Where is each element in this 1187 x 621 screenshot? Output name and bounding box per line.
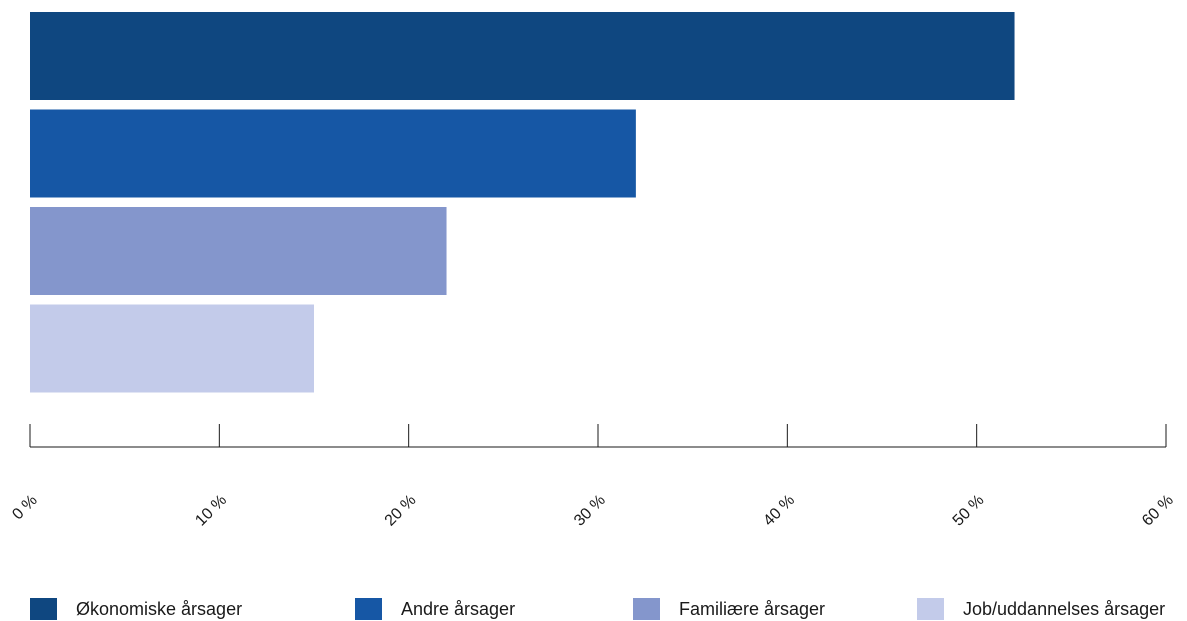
- x-tick-label-6: 60 %: [1139, 492, 1177, 530]
- bar-okonomiske: [30, 12, 1015, 100]
- bar-familiaere: [30, 207, 447, 295]
- legend-label-familiaere: Familiære årsager: [679, 598, 826, 619]
- x-tick-label-1: 10 %: [192, 492, 230, 530]
- bar-job-uddannelse: [30, 304, 314, 393]
- x-tick-label-0: 0 %: [9, 492, 41, 524]
- legend-item-okonomiske: Økonomiske årsager: [30, 597, 242, 621]
- legend-item-andre: Andre årsager: [355, 597, 515, 621]
- legend: Økonomiske årsager Andre årsager Familiæ…: [0, 597, 1187, 621]
- x-tick-label-5: 50 %: [950, 492, 988, 530]
- bar-andre: [30, 109, 636, 198]
- legend-item-job-uddannelse: Job/uddannelses årsager: [917, 597, 1165, 621]
- bars-group: [30, 12, 1015, 393]
- x-axis: [29, 424, 1167, 448]
- legend-label-job-uddannelse: Job/uddannelses årsager: [963, 598, 1166, 619]
- x-tick-labels: 0 % 10 % 20 % 30 % 40 % 50 % 60 %: [9, 492, 1177, 530]
- legend-label-okonomiske: Økonomiske årsager: [76, 598, 243, 619]
- legend-swatch-andre: [355, 598, 382, 620]
- bar-chart: 0 % 10 % 20 % 30 % 40 % 50 % 60 %: [9, 12, 1177, 530]
- legend-swatch-familiaere: [633, 598, 660, 620]
- legend-swatch-job-uddannelse: [917, 598, 944, 620]
- x-tick-label-2: 20 %: [382, 492, 420, 530]
- x-tick-label-3: 30 %: [571, 492, 609, 530]
- legend-item-familiaere: Familiære årsager: [633, 597, 825, 621]
- x-tick-label-4: 40 %: [760, 492, 798, 530]
- legend-label-andre: Andre årsager: [401, 598, 516, 619]
- legend-swatch-okonomiske: [30, 598, 57, 620]
